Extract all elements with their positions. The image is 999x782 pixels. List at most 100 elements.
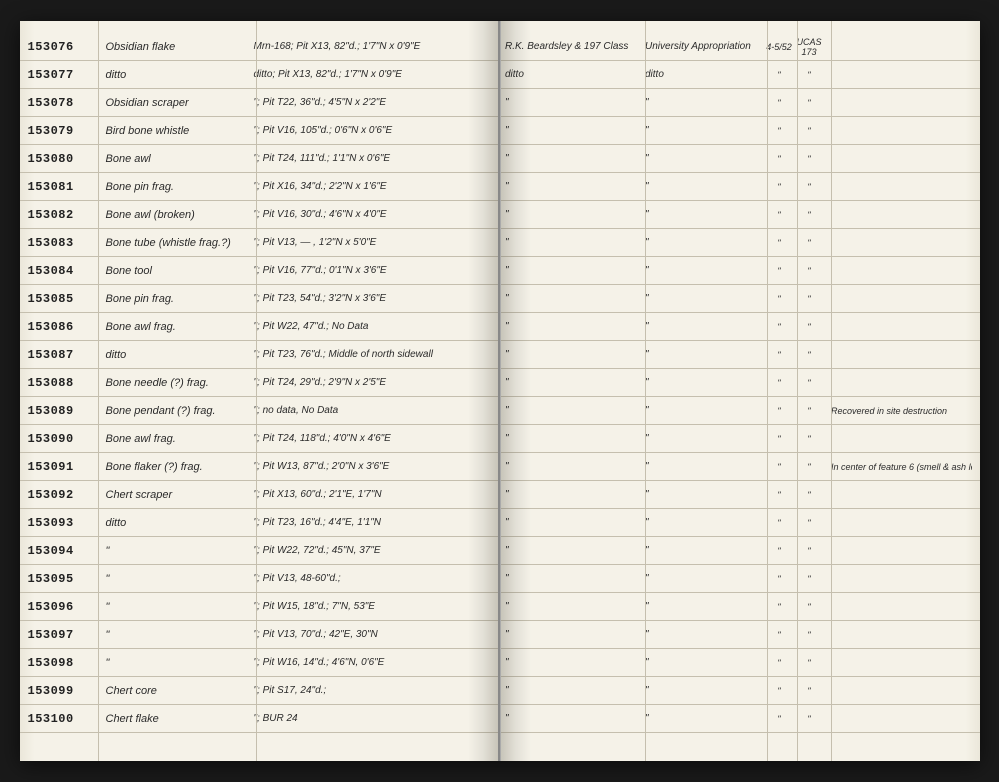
- ledger-row: 153099Chert core"; Pit S17, 24"d.;: [20, 677, 499, 705]
- collector: ": [505, 349, 645, 360]
- funding: ": [645, 713, 765, 724]
- catalog-id: 153086: [28, 320, 98, 334]
- item-description: Bone awl frag.: [98, 321, 248, 333]
- catalog-id: 153092: [28, 488, 98, 502]
- item-description: Obsidian flake: [98, 41, 248, 53]
- item-description: Obsidian scraper: [98, 97, 248, 109]
- collector: ": [505, 657, 645, 668]
- funding: ": [645, 349, 765, 360]
- code-1: ": [765, 378, 793, 388]
- funding: ": [645, 97, 765, 108]
- item-description: ": [98, 545, 248, 557]
- ledger-row: 153096""; Pit W15, 18"d.; 7"N, 53"E: [20, 593, 499, 621]
- code-1: ": [765, 70, 793, 80]
- code-1: ": [765, 462, 793, 472]
- item-description: Bone pin frag.: [98, 181, 248, 193]
- item-description: Chert flake: [98, 713, 248, 725]
- item-location: "; BUR 24: [248, 713, 499, 724]
- item-description: Chert scraper: [98, 489, 248, 501]
- ledger-row: 153086Bone awl frag."; Pit W22, 47"d.; N…: [20, 313, 499, 341]
- collector: ": [505, 489, 645, 500]
- right-rows-container: R.K. Beardsley & 197 ClassUniversity App…: [501, 21, 980, 733]
- ledger-row: 153083Bone tube (whistle frag.?)"; Pit V…: [20, 229, 499, 257]
- item-description: Chert core: [98, 685, 248, 697]
- item-description: ": [98, 629, 248, 641]
- collector: R.K. Beardsley & 197 Class: [505, 41, 645, 52]
- collector: ": [505, 125, 645, 136]
- catalog-id: 153098: [28, 656, 98, 670]
- item-location: "; Pit X16, 34"d.; 2'2"N x 1'6"E: [248, 181, 499, 192]
- catalog-id: 153077: [28, 68, 98, 82]
- funding: ": [645, 125, 765, 136]
- item-location: "; Pit T24, 29"d.; 2'9"N x 2'5"E: [248, 377, 499, 388]
- item-description: Bird bone whistle: [98, 125, 248, 137]
- item-description: ditto: [98, 517, 248, 529]
- item-description: Bone flaker (?) frag.: [98, 461, 248, 473]
- code-1: ": [765, 210, 793, 220]
- collector: ": [505, 293, 645, 304]
- note: Recovered in site destruction: [825, 406, 972, 416]
- funding: ": [645, 517, 765, 528]
- item-location: "; Pit W22, 47"d.; No Data: [248, 321, 499, 332]
- ledger-row: 153077dittoditto; Pit X13, 82"d.; 1'7"N …: [20, 61, 499, 89]
- ledger-row: """": [501, 285, 980, 313]
- item-location: "; Pit W22, 72"d.; 45"N, 37"E: [248, 545, 499, 556]
- collector: ": [505, 405, 645, 416]
- ledger-row: """": [501, 593, 980, 621]
- ledger-book: 153076Obsidian flakeMrn-168; Pit X13, 82…: [20, 21, 980, 761]
- item-location: "; Pit V16, 105"d.; 0'6"N x 0'6"E: [248, 125, 499, 136]
- funding: ": [645, 237, 765, 248]
- ledger-row: 153088Bone needle (?) frag."; Pit T24, 2…: [20, 369, 499, 397]
- catalog-id: 153082: [28, 208, 98, 222]
- funding: ": [645, 405, 765, 416]
- item-location: "; Pit T22, 36"d.; 4'5"N x 2'2"E: [248, 97, 499, 108]
- item-location: "; Pit W16, 14"d.; 4'6"N, 0'6"E: [248, 657, 499, 668]
- item-location: "; Pit S17, 24"d.;: [248, 685, 499, 696]
- code-1: ": [765, 294, 793, 304]
- item-location: "; Pit T24, 111"d.; 1'1"N x 0'6"E: [248, 153, 499, 164]
- ledger-row: """": [501, 649, 980, 677]
- ledger-row: 153098""; Pit W16, 14"d.; 4'6"N, 0'6"E: [20, 649, 499, 677]
- ledger-row: """": [501, 369, 980, 397]
- ledger-row: """": [501, 425, 980, 453]
- code-1: ": [765, 98, 793, 108]
- left-rows-container: 153076Obsidian flakeMrn-168; Pit X13, 82…: [20, 21, 499, 733]
- ledger-row: """": [501, 173, 980, 201]
- collector: ": [505, 545, 645, 556]
- code-1: ": [765, 406, 793, 416]
- code-1: ": [765, 322, 793, 332]
- ledger-row: """": [501, 565, 980, 593]
- item-location: "; Pit X13, 60"d.; 2'1"E, 1'7"N: [248, 489, 499, 500]
- item-description: Bone awl: [98, 153, 248, 165]
- ledger-row: """"Recovered in site destruction: [501, 397, 980, 425]
- code-1: ": [765, 350, 793, 360]
- collector: ": [505, 265, 645, 276]
- code-1: ": [765, 238, 793, 248]
- item-description: Bone needle (?) frag.: [98, 377, 248, 389]
- collector: ": [505, 601, 645, 612]
- ledger-row: 153092Chert scraper"; Pit X13, 60"d.; 2'…: [20, 481, 499, 509]
- ledger-row: """": [501, 229, 980, 257]
- funding: ": [645, 181, 765, 192]
- item-description: ": [98, 601, 248, 613]
- code-1: ": [765, 630, 793, 640]
- item-location: "; Pit W15, 18"d.; 7"N, 53"E: [248, 601, 499, 612]
- funding: ": [645, 629, 765, 640]
- funding: University Appropriation: [645, 41, 765, 52]
- catalog-id: 153085: [28, 292, 98, 306]
- collector: ": [505, 433, 645, 444]
- funding: ": [645, 265, 765, 276]
- collector: ": [505, 573, 645, 584]
- catalog-id: 153095: [28, 572, 98, 586]
- item-description: ": [98, 573, 248, 585]
- item-location: "; Pit T23, 16"d.; 4'4"E, 1'1"N: [248, 517, 499, 528]
- ledger-row: R.K. Beardsley & 197 ClassUniversity App…: [501, 33, 980, 61]
- ledger-row: """": [501, 341, 980, 369]
- ledger-row: 153097""; Pit V13, 70"d.; 42"E, 30"N: [20, 621, 499, 649]
- catalog-id: 153084: [28, 264, 98, 278]
- code-1: 4-5/52: [765, 42, 793, 52]
- ledger-row: 153087ditto"; Pit T23, 76"d.; Middle of …: [20, 341, 499, 369]
- catalog-id: 153090: [28, 432, 98, 446]
- ledger-row: 153094""; Pit W22, 72"d.; 45"N, 37"E: [20, 537, 499, 565]
- ledger-row: dittoditto"": [501, 61, 980, 89]
